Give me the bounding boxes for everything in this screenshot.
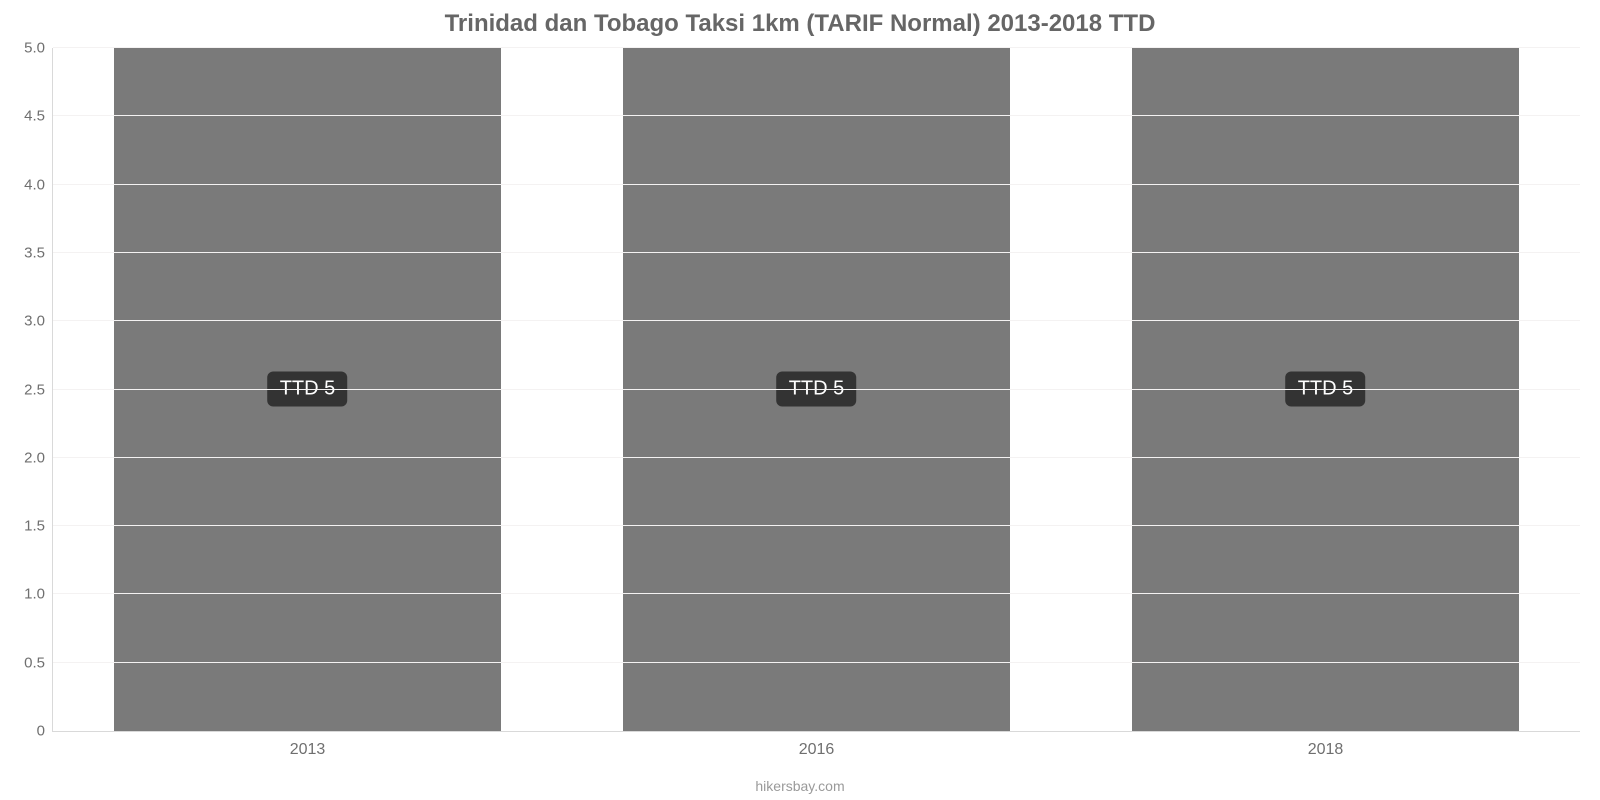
- gridline: [53, 662, 1580, 663]
- gridline: [53, 525, 1580, 526]
- ytick-label: 0.5: [24, 654, 45, 671]
- ytick-label: 2.0: [24, 449, 45, 466]
- gridline: [53, 47, 1580, 48]
- bar: TTD 5: [623, 48, 1010, 731]
- bar: TTD 5: [1132, 48, 1519, 731]
- plot-area: TTD 5TTD 5TTD 5 00.51.01.52.02.53.03.54.…: [52, 48, 1580, 732]
- gridline: [53, 115, 1580, 116]
- ytick-label: 4.5: [24, 108, 45, 125]
- gridline: [53, 184, 1580, 185]
- chart-container: Trinidad dan Tobago Taksi 1km (TARIF Nor…: [0, 0, 1600, 800]
- ytick-label: 4.0: [24, 176, 45, 193]
- ytick-label: 3.0: [24, 313, 45, 330]
- gridline: [53, 389, 1580, 390]
- gridline: [53, 457, 1580, 458]
- ytick-label: 5.0: [24, 40, 45, 57]
- ytick-label: 0: [37, 723, 45, 740]
- xtick-label: 2018: [1308, 741, 1344, 759]
- gridline: [53, 593, 1580, 594]
- ytick-label: 1.5: [24, 518, 45, 535]
- ytick-label: 3.5: [24, 244, 45, 261]
- gridline: [53, 320, 1580, 321]
- chart-title: Trinidad dan Tobago Taksi 1km (TARIF Nor…: [0, 10, 1600, 38]
- bar: TTD 5: [114, 48, 501, 731]
- ytick-label: 2.5: [24, 381, 45, 398]
- xtick-label: 2013: [290, 741, 326, 759]
- bars-layer: TTD 5 TTD 5 TTD 5: [53, 48, 1580, 731]
- ytick-label: 1.0: [24, 586, 45, 603]
- source-attribution: hikersbay.com: [0, 778, 1600, 794]
- gridline: [53, 252, 1580, 253]
- xtick-label: 2016: [799, 741, 835, 759]
